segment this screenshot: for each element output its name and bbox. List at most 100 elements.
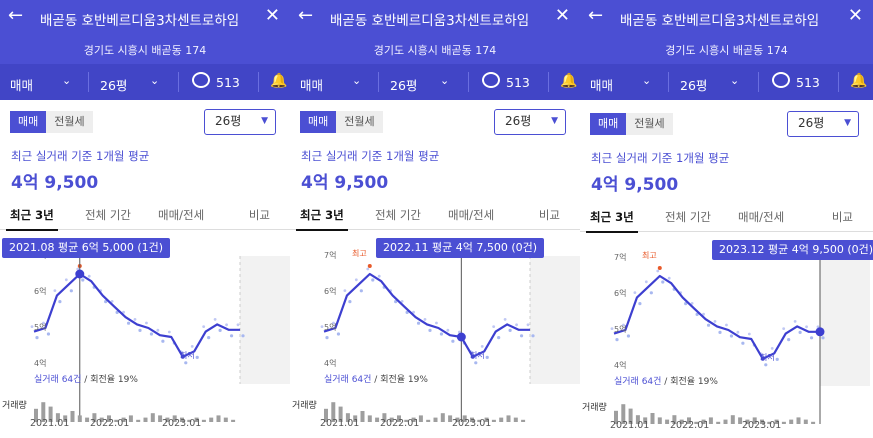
y-tick-label: 4억 bbox=[34, 359, 47, 368]
y-tick-label: 4억 bbox=[614, 361, 627, 370]
volume-bar bbox=[41, 402, 46, 422]
trade-point bbox=[787, 338, 791, 342]
segment-rent[interactable]: 전월세 bbox=[336, 111, 383, 133]
comment-count[interactable]: 513 bbox=[506, 75, 530, 90]
trade-point bbox=[519, 334, 524, 338]
volume-bar bbox=[470, 417, 474, 422]
volume-bar bbox=[353, 415, 358, 422]
speech-bubble-icon[interactable] bbox=[772, 72, 790, 88]
trade-point bbox=[149, 332, 154, 336]
segment-rent[interactable]: 전월세 bbox=[46, 111, 93, 133]
app-header: ← 배곧동 호반베르디움3차센트로하임 ✕ 경기도 시흥시 배곧동 174 매매… bbox=[290, 0, 580, 100]
app-panel: ← 배곧동 호반베르디움3차센트로하임 ✕ 경기도 시흥시 배곧동 174 매매… bbox=[290, 0, 580, 438]
back-icon[interactable]: ← bbox=[588, 5, 604, 26]
size-dropdown[interactable]: 26평 bbox=[680, 78, 708, 93]
volume-bar bbox=[635, 415, 640, 424]
trade-point bbox=[87, 274, 91, 278]
segment-sale[interactable]: 매매 bbox=[590, 113, 627, 135]
tab-all-period[interactable]: 전체 기간 bbox=[375, 208, 421, 222]
volume-bar bbox=[404, 419, 409, 422]
size-select[interactable]: 26평 ▼ bbox=[494, 109, 566, 135]
volume-bar bbox=[781, 421, 786, 424]
segment-sale[interactable]: 매매 bbox=[300, 111, 337, 133]
close-icon[interactable]: ✕ bbox=[554, 5, 570, 26]
comment-count[interactable]: 513 bbox=[216, 75, 240, 90]
volume-bar bbox=[694, 421, 699, 424]
divider bbox=[838, 72, 839, 92]
tab-compare[interactable]: 비교 bbox=[248, 208, 270, 222]
speech-bubble-icon[interactable] bbox=[192, 72, 210, 88]
bell-icon[interactable]: 🔔 bbox=[270, 73, 288, 89]
volume-bar bbox=[187, 419, 192, 422]
trade-point bbox=[236, 323, 240, 327]
trade-point bbox=[343, 289, 347, 292]
close-icon[interactable]: ✕ bbox=[847, 5, 863, 26]
price-caption: 최근 실거래 기준 1개월 평균 bbox=[11, 149, 150, 163]
series-line bbox=[613, 274, 820, 360]
bell-icon[interactable]: 🔔 bbox=[850, 73, 868, 89]
trade-count: 실거래 64건 / 회전율 19% bbox=[324, 372, 428, 385]
chevron-down-icon: ⌄ bbox=[440, 74, 450, 87]
period-tabs: 최근 3년 전체 기간 매매/전세 비교 bbox=[290, 200, 580, 231]
price-chart[interactable] bbox=[580, 234, 870, 438]
comment-count[interactable]: 513 bbox=[796, 75, 820, 90]
tab-compare[interactable]: 비교 bbox=[831, 210, 853, 224]
trade-point bbox=[706, 323, 711, 327]
volume-bar bbox=[223, 417, 228, 422]
trade-point bbox=[58, 300, 62, 304]
trade-type-dropdown[interactable]: 매매 bbox=[590, 78, 614, 93]
size-select[interactable]: 26평 ▼ bbox=[787, 111, 859, 137]
trade-point bbox=[336, 332, 341, 336]
chevron-down-icon: ⌄ bbox=[352, 74, 362, 87]
tab-all-period[interactable]: 전체 기간 bbox=[665, 210, 711, 224]
trade-point bbox=[667, 276, 671, 280]
tab-compare[interactable]: 비교 bbox=[538, 208, 560, 222]
volume-bar bbox=[63, 415, 68, 422]
divider bbox=[178, 72, 179, 92]
volume-bar bbox=[628, 408, 633, 424]
series-line bbox=[323, 272, 530, 358]
volume-bar bbox=[730, 415, 735, 424]
trade-count: 실거래 64건 / 회전율 19% bbox=[34, 372, 138, 385]
app-panel: ← 배곧동 호반베르디움3차센트로하임 ✕ 경기도 시흥시 배곧동 174 매매… bbox=[580, 0, 873, 438]
trade-point bbox=[725, 323, 728, 327]
size-dropdown[interactable]: 26평 bbox=[390, 78, 418, 93]
size-select-value: 26평 bbox=[798, 116, 825, 130]
volume-bar bbox=[521, 419, 526, 422]
address: 경기도 시흥시 배곧동 174 bbox=[373, 44, 497, 57]
close-icon[interactable]: ✕ bbox=[264, 5, 280, 26]
price-chart[interactable] bbox=[0, 232, 290, 438]
trade-type-dropdown[interactable]: 매매 bbox=[10, 78, 34, 93]
volume-bar bbox=[201, 419, 206, 422]
back-icon[interactable]: ← bbox=[298, 5, 314, 26]
tab-all-period[interactable]: 전체 기간 bbox=[85, 208, 131, 222]
tab-sale-rent[interactable]: 매매/전세 bbox=[158, 208, 205, 222]
x-tick-label: 2023.01 bbox=[742, 420, 782, 431]
back-icon[interactable]: ← bbox=[8, 5, 24, 26]
volume-bar bbox=[506, 415, 511, 422]
volume-bar bbox=[418, 415, 423, 422]
tab-recent-3y[interactable]: 최근 3년 bbox=[586, 210, 638, 233]
tab-recent-3y[interactable]: 최근 3년 bbox=[6, 208, 58, 231]
size-select-value: 26평 bbox=[505, 114, 532, 128]
min-marker bbox=[470, 354, 475, 359]
bell-icon[interactable]: 🔔 bbox=[560, 73, 578, 89]
trade-point bbox=[138, 328, 142, 332]
divider bbox=[378, 72, 379, 92]
volume-label: 거래량 bbox=[582, 403, 607, 413]
trade-point bbox=[184, 361, 188, 365]
volume-bar bbox=[811, 421, 816, 424]
size-select[interactable]: 26평 ▼ bbox=[204, 109, 276, 135]
segment-sale[interactable]: 매매 bbox=[10, 111, 47, 133]
speech-bubble-icon[interactable] bbox=[482, 72, 500, 88]
trade-point bbox=[770, 347, 774, 350]
tab-sale-rent[interactable]: 매매/전세 bbox=[448, 208, 495, 222]
tab-sale-rent[interactable]: 매매/전세 bbox=[738, 210, 785, 224]
y-tick-label: 6억 bbox=[614, 289, 627, 298]
size-dropdown[interactable]: 26평 bbox=[100, 78, 128, 93]
price-chart[interactable] bbox=[290, 232, 580, 438]
trade-type-dropdown[interactable]: 매매 bbox=[300, 78, 324, 93]
tab-recent-3y[interactable]: 최근 3년 bbox=[296, 208, 348, 231]
volume-bar bbox=[34, 408, 38, 422]
segment-rent[interactable]: 전월세 bbox=[626, 113, 673, 135]
